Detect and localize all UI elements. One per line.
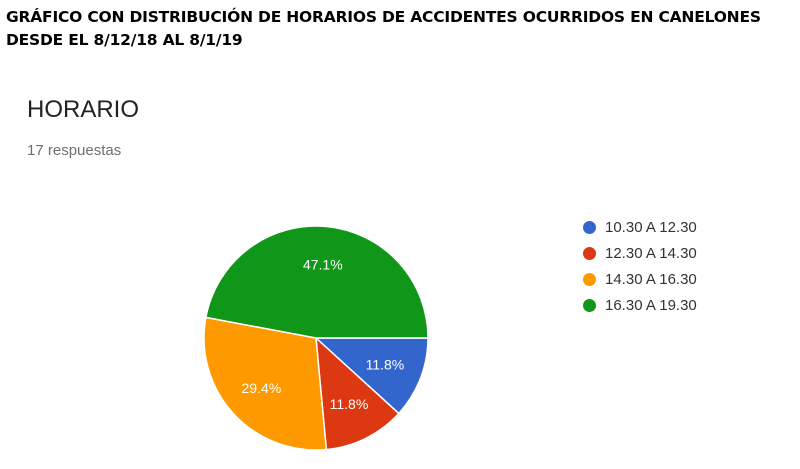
legend-label: 14.30 A 16.30: [605, 270, 697, 288]
pie-slice-1: [315, 336, 400, 451]
legend-item: 14.30 A 16.30: [583, 266, 697, 292]
pie-slice-2: [203, 316, 328, 451]
legend-swatch: [583, 246, 596, 260]
pie-slice-label-2: 29.4%: [242, 380, 282, 396]
chart-legend: 10.30 A 12.30 12.30 A 14.30 14.30 A 16.30 1…: [583, 214, 697, 318]
response-count: 17 respuestas: [27, 142, 122, 159]
document-title: GRÁFICO CON DISTRIBUCIÓN DE HORARIOS DE …: [6, 8, 761, 49]
pie-slice-label-0: 11.8%: [366, 357, 405, 373]
legend-label: 16.30 A 19.30: [605, 296, 697, 314]
legend-swatch: [583, 220, 596, 234]
pie-slice-label-1: 11.8%: [330, 396, 369, 412]
pie-slice-0: [314, 337, 429, 415]
legend-item: 12.30 A 14.30: [583, 240, 697, 266]
legend-item: 10.30 A 12.30: [583, 214, 697, 240]
legend-label: 12.30 A 14.30: [605, 244, 697, 262]
legend-swatch: [583, 272, 596, 286]
legend-label: 10.30 A 12.30: [605, 218, 697, 236]
legend-swatch: [583, 298, 596, 312]
legend-item: 16.30 A 19.30: [583, 292, 697, 318]
pie-slice-label-3: 47.1%: [303, 256, 343, 272]
pie-slice-3: [205, 225, 429, 339]
panel-title: HORARIO: [27, 96, 140, 123]
